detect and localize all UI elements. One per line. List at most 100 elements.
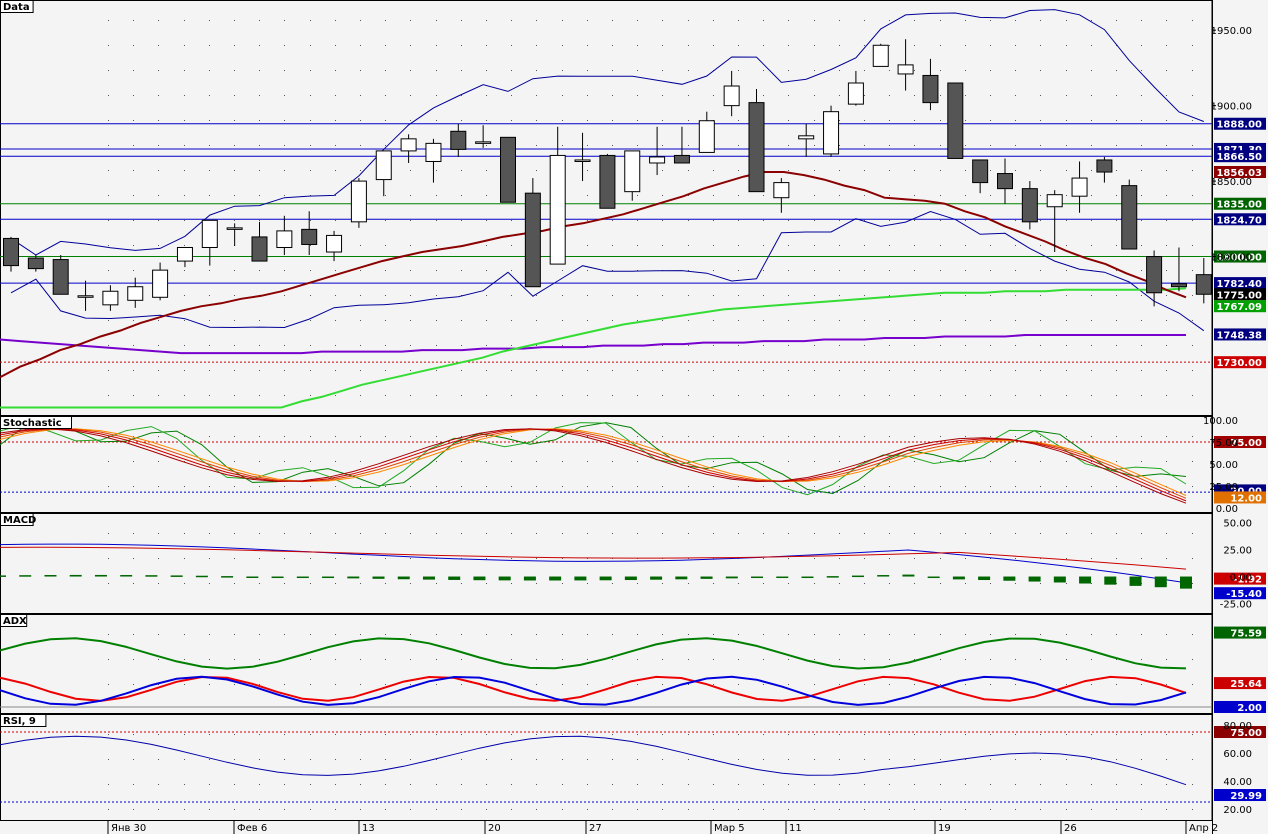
grid-dot (864, 734, 865, 735)
grid-dot (158, 583, 159, 584)
grid-dot (1192, 486, 1193, 487)
grid-dot (914, 245, 915, 246)
adx-line (0, 637, 1187, 670)
grid-dot (1091, 734, 1092, 735)
candle-body-up (326, 234, 343, 253)
grid-dot (889, 684, 890, 685)
grid-dot (234, 120, 235, 121)
grid-dot (839, 634, 840, 635)
grid-dot (1116, 170, 1117, 171)
grid-dot (209, 809, 210, 810)
grid-dot (1141, 170, 1142, 171)
grid-dot (788, 345, 789, 346)
grid-dot (335, 145, 336, 146)
grid-dot (108, 370, 109, 371)
grid-dot (1116, 95, 1117, 96)
candle (922, 58, 939, 111)
grid-dot (738, 220, 739, 221)
grid-dot (259, 370, 260, 371)
grid-dot (763, 320, 764, 321)
grid-dot (914, 734, 915, 735)
price-level-tag-label: 1856.03 (1216, 168, 1262, 179)
macd-histogram-bar (523, 576, 536, 581)
grid-dot (763, 20, 764, 21)
grid-dot (1040, 270, 1041, 271)
grid-dot (234, 20, 235, 21)
grid-dot (284, 345, 285, 346)
grid-dot (1015, 533, 1016, 534)
grid-dot (486, 759, 487, 760)
grid-dot (990, 784, 991, 785)
grid-dot (562, 395, 563, 396)
grid-dot (209, 270, 210, 271)
grid-dot (536, 558, 537, 559)
grid-dot (612, 20, 613, 21)
grid-dot (310, 461, 311, 462)
grid-dot (562, 558, 563, 559)
grid-dot (436, 734, 437, 735)
grid-dot (1192, 345, 1193, 346)
grid-dot (1141, 20, 1142, 21)
grid-dot (360, 145, 361, 146)
grid-dot (1066, 461, 1067, 462)
macd-histogram-bar (725, 576, 738, 579)
grid-dot (158, 486, 159, 487)
grid-dot (410, 20, 411, 21)
grid-dot (562, 45, 563, 46)
grid-dot (814, 195, 815, 196)
grid-dot (1091, 195, 1092, 196)
grid-dot (990, 684, 991, 685)
grid-dot (587, 245, 588, 246)
grid-dot (209, 145, 210, 146)
grid-dot (1116, 45, 1117, 46)
grid-dot (562, 784, 563, 785)
grid-dot (259, 320, 260, 321)
grid-dot (108, 95, 109, 96)
grid-dot (1040, 784, 1041, 785)
grid-dot (662, 684, 663, 685)
grid-dot (662, 436, 663, 437)
grid-dot (612, 759, 613, 760)
grid-dot (990, 20, 991, 21)
grid-dot (889, 395, 890, 396)
grid-dot (738, 436, 739, 437)
grid-dot (662, 486, 663, 487)
grid-dot (436, 461, 437, 462)
grid-dot (839, 659, 840, 660)
grid-dot (335, 684, 336, 685)
grid-dot (284, 558, 285, 559)
grid-dot (788, 759, 789, 760)
grid-dot (234, 634, 235, 635)
grid-dot (184, 558, 185, 559)
grid-dot (461, 370, 462, 371)
grid-dot (284, 583, 285, 584)
rsi-value-tag-label: 75.00 (1230, 728, 1262, 739)
grid-dot (662, 395, 663, 396)
grid-dot (965, 461, 966, 462)
grid-dot (486, 436, 487, 437)
candle (972, 159, 989, 194)
grid-dot (1091, 634, 1092, 635)
grid-dot (184, 120, 185, 121)
grid-dot (662, 345, 663, 346)
grid-dot (461, 20, 462, 21)
grid-dot (335, 270, 336, 271)
grid-dot (511, 634, 512, 635)
grid-dot (310, 270, 311, 271)
grid-dot (713, 45, 714, 46)
macd-histogram-bar (1180, 576, 1192, 589)
grid-dot (108, 436, 109, 437)
grid-dot (763, 533, 764, 534)
time-tick-label: 20 (488, 823, 501, 834)
grid-dot (360, 45, 361, 46)
grid-dot (587, 195, 588, 196)
grid-dot (184, 270, 185, 271)
grid-dot (738, 395, 739, 396)
grid-dot (133, 659, 134, 660)
grid-dot (662, 533, 663, 534)
grid-dot (536, 395, 537, 396)
grid-dot (637, 245, 638, 246)
grid-dot (990, 120, 991, 121)
grid-dot (1141, 70, 1142, 71)
